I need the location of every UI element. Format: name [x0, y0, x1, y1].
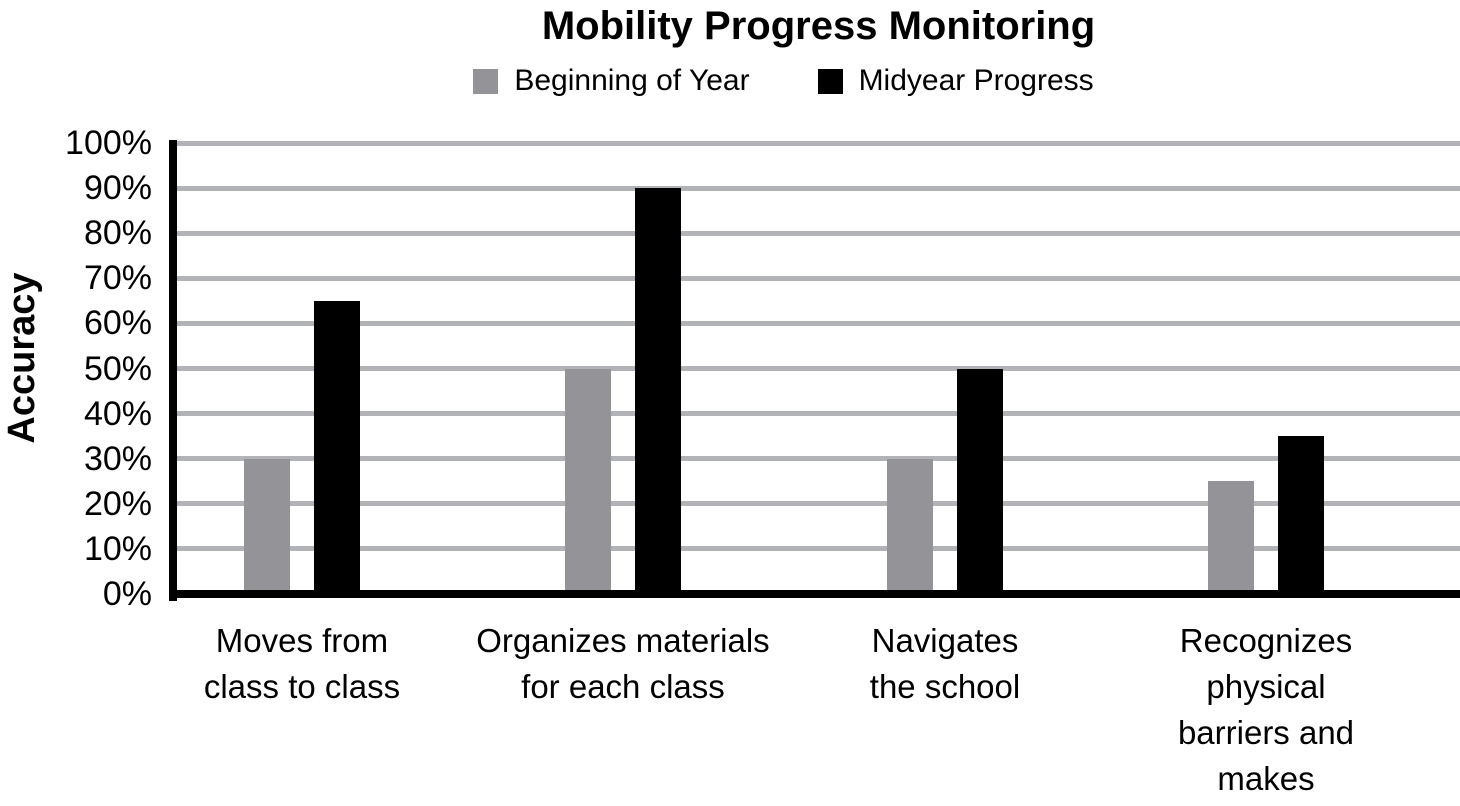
gridline [177, 230, 1460, 236]
bar-midyear-1 [634, 188, 681, 594]
chart-title: Mobility Progress Monitoring [541, 4, 1096, 48]
legend-swatch-black-icon [817, 68, 843, 94]
gridline [177, 411, 1460, 417]
bar-midyear-0 [313, 300, 360, 594]
x-category-label: Organizes materials for each class [476, 622, 770, 705]
bar-beginning-2 [887, 458, 933, 594]
bar-midyear-3 [1278, 436, 1324, 594]
gridline [177, 185, 1460, 191]
legend-item-midyear-progress: Midyear Progress [817, 64, 1094, 97]
gridline [177, 320, 1460, 326]
gridline [177, 456, 1460, 462]
x-category-label: Moves from class to class [203, 622, 401, 705]
legend-label: Midyear Progress [858, 64, 1094, 97]
gridline [177, 366, 1460, 371]
y-tick-label: 70% [83, 259, 152, 298]
plot-area [169, 140, 1460, 601]
y-axis-tick-labels: 100% 90% 80% 70% 60% 50% 40% 30% 20% 10% 0% [0, 126, 152, 611]
x-axis-category-labels: Moves from class to class Organizes mater… [177, 618, 1460, 806]
y-tick-label: 100% [65, 124, 152, 162]
chart-legend: Beginning of Year Midyear Progress [177, 62, 1460, 100]
legend-item-beginning-of-year: Beginning of Year [473, 64, 750, 97]
bar-beginning-1 [564, 368, 611, 594]
x-category-label: Navigates the school [869, 622, 1021, 705]
y-axis-line [169, 140, 177, 601]
y-tick-label: 10% [83, 529, 152, 568]
legend-swatch-gray-icon [473, 68, 499, 94]
legend-label: Beginning of Year [514, 64, 750, 97]
bar-beginning-0 [243, 458, 290, 594]
y-tick-label: 40% [83, 394, 152, 433]
bar-beginning-3 [1208, 481, 1254, 594]
y-tick-label: 80% [83, 214, 152, 253]
y-tick-label: 30% [83, 439, 152, 478]
gridline [177, 275, 1460, 281]
x-axis-line [169, 590, 1460, 598]
gridline [177, 140, 1460, 146]
y-tick-label: 50% [83, 349, 152, 388]
x-category-label: Recognizes physical barriers and makes s… [1177, 622, 1355, 797]
gridline [177, 501, 1460, 507]
y-tick-label: 0% [102, 575, 152, 613]
y-tick-label: 90% [83, 169, 152, 208]
y-tick-label: 60% [83, 304, 152, 343]
y-tick-label: 20% [83, 484, 152, 523]
gridline [177, 546, 1460, 552]
bar-midyear-2 [957, 368, 1003, 594]
